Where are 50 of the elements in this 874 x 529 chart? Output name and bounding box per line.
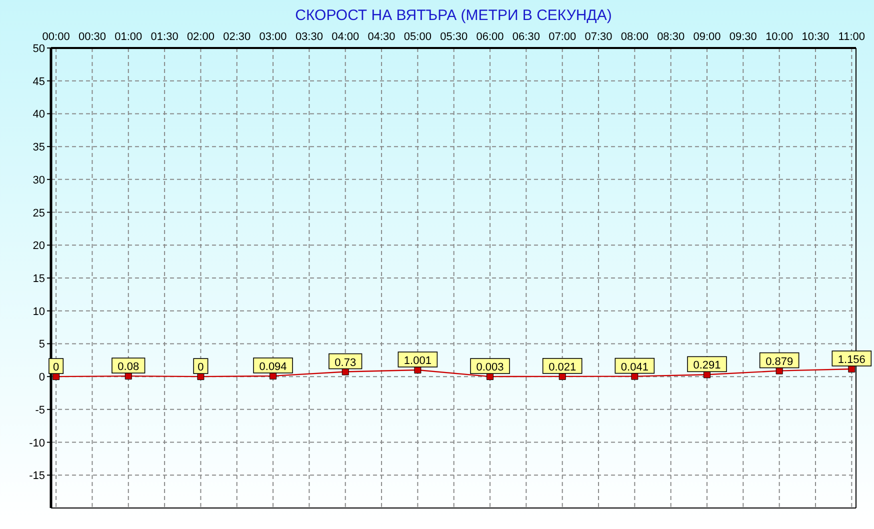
- y-tick-label: 5: [38, 338, 45, 351]
- x-tick-label: 10:30: [802, 31, 830, 43]
- x-tick-label: 02:00: [186, 31, 214, 43]
- y-tick-label: -10: [29, 437, 45, 450]
- y-tick-label: 30: [32, 174, 45, 186]
- data-label: 0.003: [476, 362, 504, 374]
- x-tick-label: 09:00: [693, 31, 721, 43]
- x-tick-label: 02:30: [223, 31, 251, 43]
- y-tick-label: 40: [32, 108, 45, 121]
- data-label: 0.021: [548, 361, 576, 374]
- x-tick-label: 05:00: [404, 31, 432, 43]
- x-tick-label: 06:00: [476, 31, 504, 43]
- x-tick-label: 01:00: [114, 31, 142, 43]
- data-label: 0.041: [620, 361, 648, 374]
- x-tick-label: 09:30: [729, 31, 757, 43]
- x-tick-label: 03:00: [259, 31, 287, 43]
- data-label: 0.094: [259, 360, 287, 373]
- x-tick-label: 07:00: [548, 31, 576, 43]
- data-label: 1.001: [404, 354, 432, 367]
- y-tick-label: 20: [32, 240, 45, 252]
- data-label: 0.291: [693, 360, 721, 372]
- chart-title: СКОРОСТ НА ВЯТЪРА (МЕТРИ В СЕКУНДА): [295, 7, 612, 24]
- y-tick-label: 25: [32, 207, 45, 220]
- data-label: 0.879: [766, 356, 794, 368]
- x-tick-label: 05:30: [440, 31, 468, 43]
- y-tick-label: 0: [38, 372, 45, 384]
- y-tick-label: 45: [32, 76, 45, 88]
- x-tick-label: 06:30: [512, 31, 540, 43]
- y-tick-label: 15: [32, 273, 45, 285]
- y-tick-label: 10: [32, 306, 45, 318]
- data-label: 1.156: [838, 354, 866, 366]
- data-label: 0: [198, 362, 204, 374]
- x-tick-label: 00:00: [42, 31, 70, 43]
- x-tick-label: 11:00: [838, 31, 866, 43]
- x-tick-label: 04:00: [332, 31, 360, 43]
- y-tick-label: -15: [29, 470, 45, 482]
- x-tick-label: 07:30: [584, 31, 612, 43]
- data-label: 0.73: [334, 356, 356, 369]
- x-tick-label: 08:00: [620, 31, 648, 43]
- x-tick-label: 04:30: [368, 31, 396, 43]
- data-label: 0.08: [118, 361, 140, 374]
- x-tick-label: 08:30: [657, 31, 685, 43]
- x-tick-label: 10:00: [766, 31, 794, 43]
- data-label: 0: [53, 362, 60, 374]
- y-tick-label: 35: [32, 142, 45, 154]
- y-tick-label: -5: [35, 404, 45, 416]
- y-tick-label: 50: [32, 43, 45, 55]
- x-tick-label: 01:30: [150, 31, 178, 43]
- x-tick-label: 03:30: [295, 31, 323, 43]
- x-tick-label: 00:30: [78, 31, 106, 43]
